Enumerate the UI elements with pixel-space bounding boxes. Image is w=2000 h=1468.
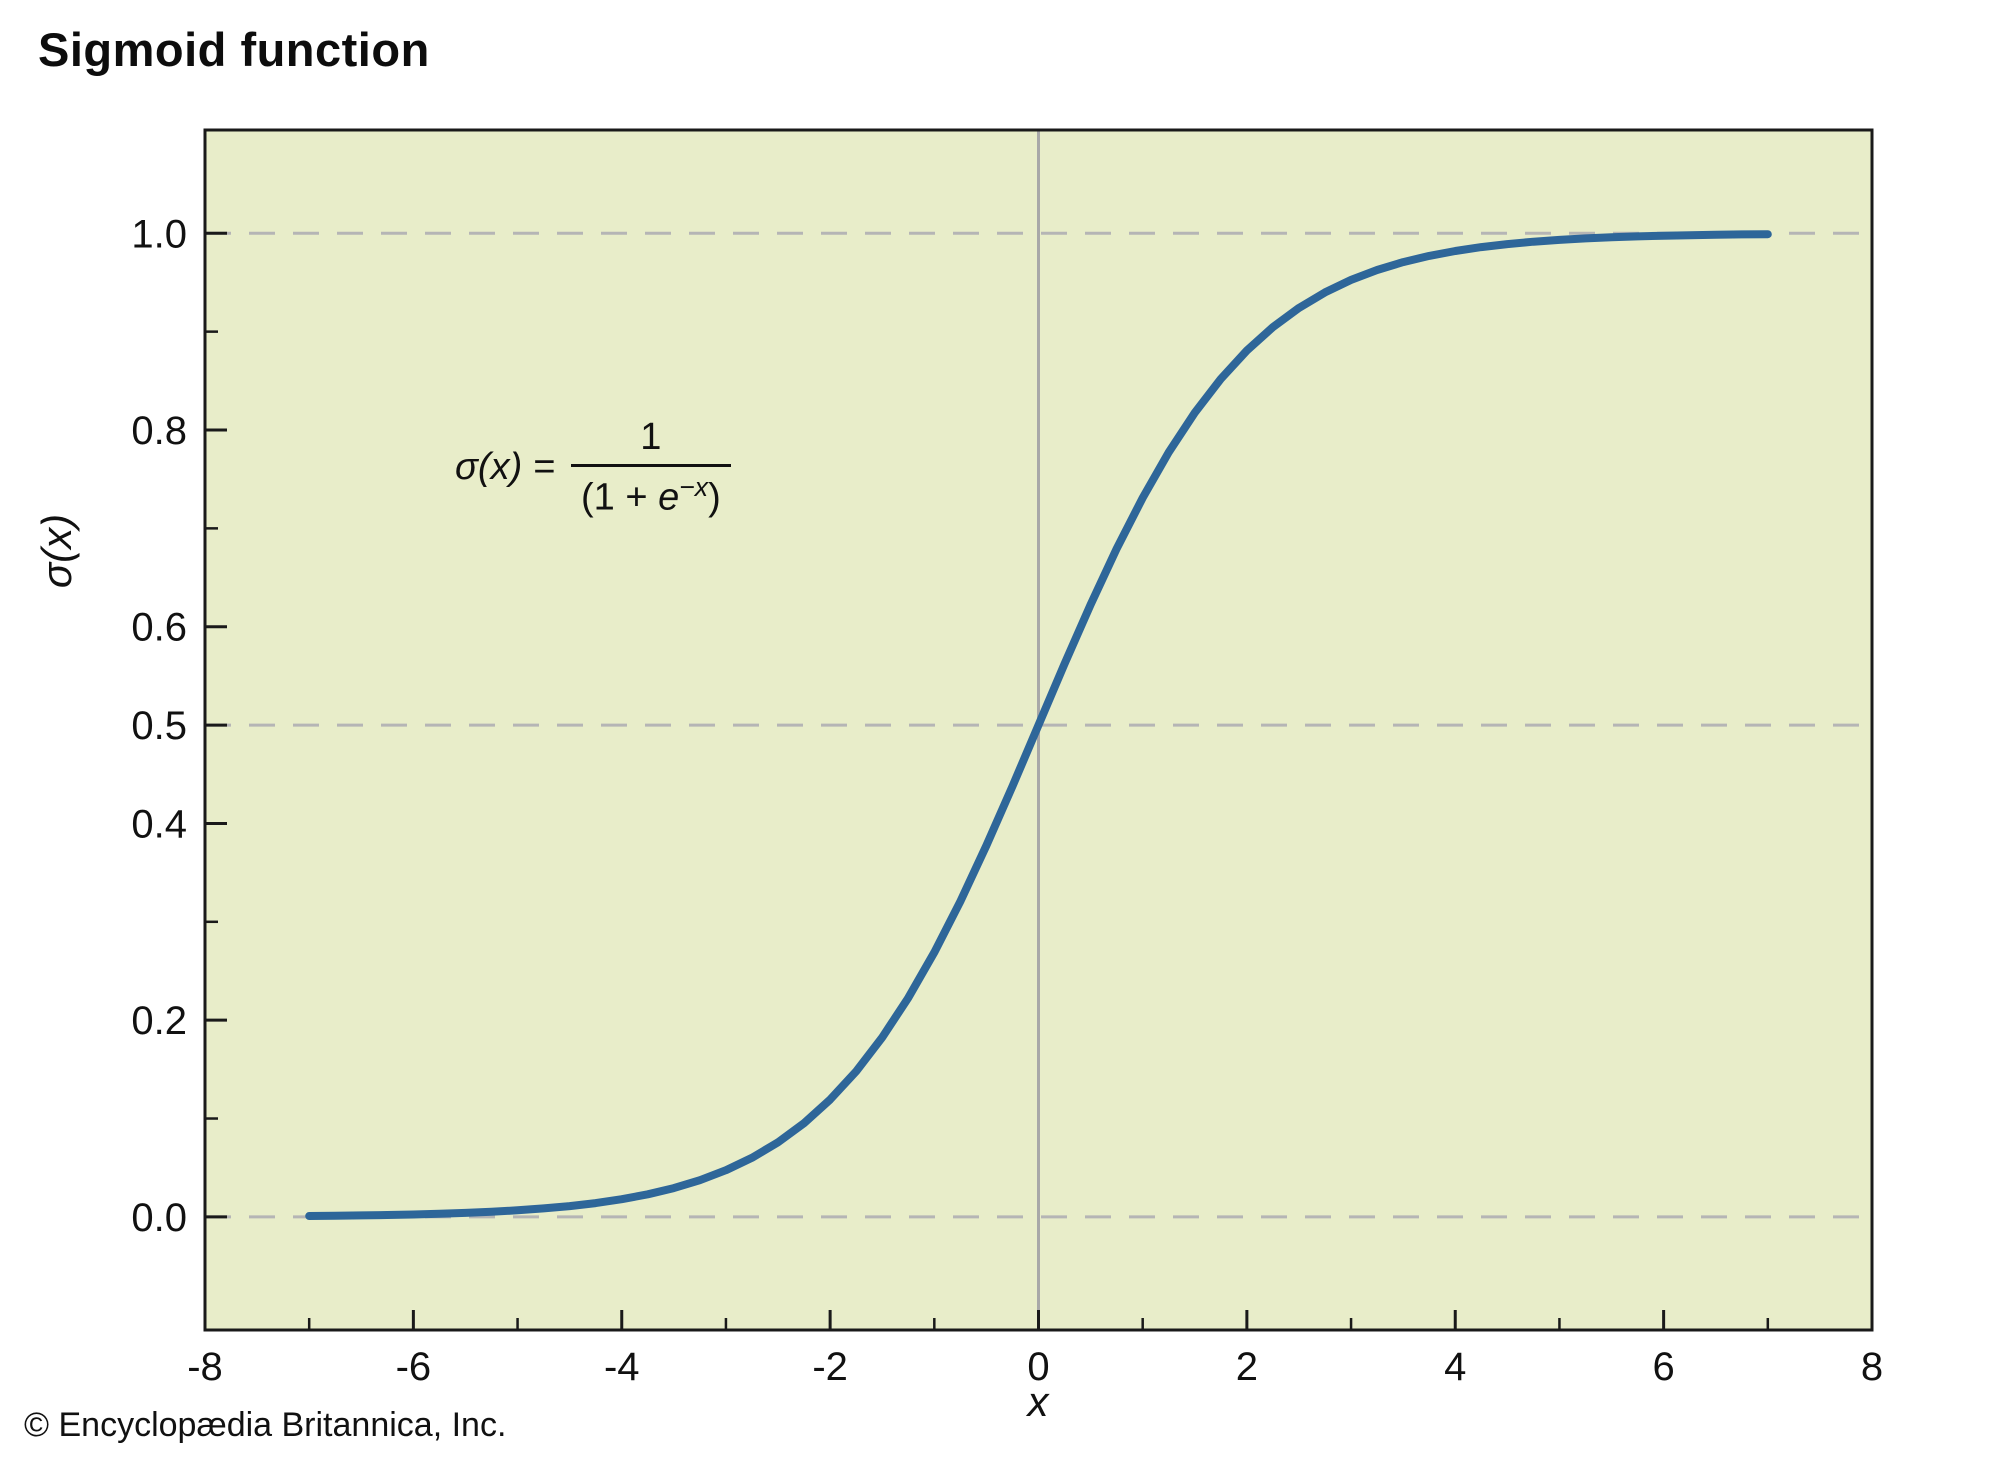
formula-fraction: 1 (1 + e−x) <box>570 416 731 520</box>
svg-text:6: 6 <box>1653 1345 1675 1389</box>
y-axis-label: σ(x) <box>33 513 80 589</box>
chart-title: Sigmoid function <box>38 23 430 76</box>
formula-annotation: σ(x) = 1 (1 + e−x) <box>455 416 731 520</box>
svg-text:1.0: 1.0 <box>131 212 187 256</box>
formula-den-open: (1 + <box>580 476 659 519</box>
formula-den-exponent: −x <box>679 472 709 502</box>
svg-text:4: 4 <box>1444 1345 1466 1389</box>
formula-denominator: (1 + e−x) <box>570 464 731 520</box>
svg-text:0.4: 0.4 <box>131 802 187 846</box>
formula-numerator: 1 <box>640 416 662 458</box>
svg-text:8: 8 <box>1861 1345 1883 1389</box>
formula-lhs: σ(x) = <box>455 446 555 489</box>
svg-text:0.8: 0.8 <box>131 409 187 453</box>
svg-text:0.2: 0.2 <box>131 999 187 1043</box>
formula-den-close: ) <box>708 476 721 519</box>
copyright-credit: © Encyclopædia Britannica, Inc. <box>24 1406 507 1444</box>
svg-text:-6: -6 <box>396 1345 432 1389</box>
svg-text:-2: -2 <box>812 1345 848 1389</box>
svg-text:2: 2 <box>1236 1345 1258 1389</box>
svg-text:0.5: 0.5 <box>131 704 187 748</box>
x-axis-label: x <box>1027 1378 1049 1425</box>
svg-text:0: 0 <box>1027 1345 1049 1389</box>
svg-text:0.0: 0.0 <box>131 1196 187 1240</box>
svg-text:0.6: 0.6 <box>131 606 187 650</box>
svg-text:-8: -8 <box>187 1345 223 1389</box>
svg-text:-4: -4 <box>604 1345 640 1389</box>
formula-den-base: e <box>658 476 680 519</box>
